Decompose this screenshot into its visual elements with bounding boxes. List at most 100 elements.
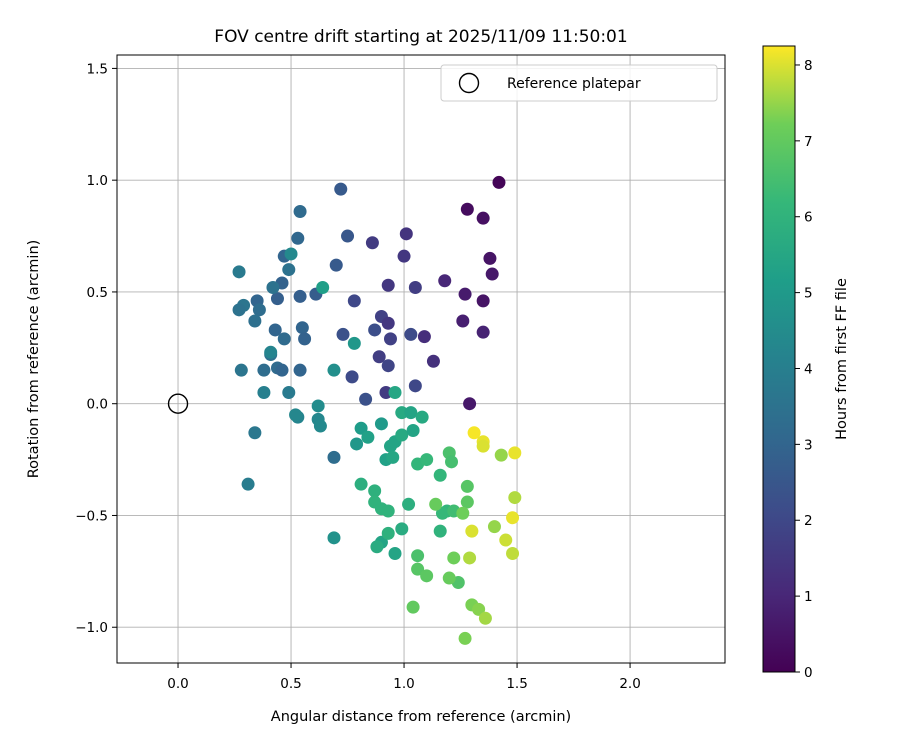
data-point [456, 314, 470, 328]
y-tick-label: 0.0 [87, 397, 108, 413]
data-point [264, 345, 278, 359]
colorbar-gradient [762, 45, 796, 673]
y-axis-ticks: −1.0 −0.5 0.0 0.5 1.0 1.5 [75, 61, 117, 636]
data-point [420, 453, 434, 467]
data-point [395, 406, 409, 420]
data-point [241, 477, 255, 491]
data-point [345, 370, 359, 384]
data-point [383, 332, 397, 346]
data-point [395, 428, 409, 442]
plot-frame [116, 54, 726, 664]
data-point [370, 540, 384, 554]
data-point [257, 363, 271, 377]
data-point [381, 504, 395, 518]
data-point [347, 336, 361, 350]
data-point [456, 506, 470, 520]
data-point [381, 316, 395, 330]
data-point [388, 386, 402, 400]
data-point [445, 455, 459, 469]
data-point [429, 497, 443, 511]
data-point [395, 522, 409, 536]
data-point [472, 602, 486, 616]
data-point [327, 450, 341, 464]
data-point [293, 204, 307, 218]
data-point [354, 477, 368, 491]
data-point [417, 330, 431, 344]
data-point [270, 292, 284, 306]
data-point [336, 327, 350, 341]
data-point [248, 314, 262, 328]
data-point [327, 363, 341, 377]
data-point [359, 392, 373, 406]
data-point [404, 406, 418, 420]
data-point [313, 419, 327, 433]
data-point [476, 211, 490, 225]
data-point [334, 182, 348, 196]
data-point [415, 410, 429, 424]
data-point [476, 325, 490, 339]
data-point [408, 280, 422, 294]
data-point [365, 236, 379, 250]
data-point [257, 386, 271, 400]
colorbar: 0 1 2 3 4 5 6 7 8 Hours from first FF file [762, 45, 850, 681]
data-point [460, 202, 474, 216]
data-point [460, 479, 474, 493]
data-point [341, 229, 355, 243]
x-axis-label: Angular distance from reference (arcmin) [271, 709, 571, 725]
data-point [463, 551, 477, 565]
colorbar-tick-label: 5 [804, 286, 813, 302]
data-point [284, 247, 298, 261]
x-tick-label: 0.5 [280, 676, 301, 692]
chart-title: FOV centre drift starting at 2025/11/09 … [214, 27, 627, 47]
data-point [252, 303, 266, 317]
y-tick-label: −0.5 [75, 508, 108, 524]
data-point [368, 323, 382, 337]
data-point [248, 426, 262, 440]
data-point [447, 551, 461, 565]
data-point [277, 332, 291, 346]
data-point [381, 359, 395, 373]
data-point [463, 397, 477, 411]
data-point [372, 350, 386, 364]
data-point [327, 531, 341, 545]
data-point [408, 379, 422, 393]
data-point [506, 546, 520, 560]
data-point [350, 437, 364, 451]
data-point [476, 294, 490, 308]
data-point [458, 287, 472, 301]
data-point [291, 231, 305, 245]
data-point [316, 280, 330, 294]
data-point [282, 263, 296, 277]
y-tick-label: 0.5 [87, 285, 108, 301]
data-point [232, 265, 246, 279]
data-point [282, 386, 296, 400]
data-point [492, 175, 506, 189]
legend-marker [458, 72, 480, 94]
data-point [483, 251, 497, 265]
data-point [406, 424, 420, 438]
y-tick-label: −1.0 [75, 620, 108, 636]
colorbar-tick-label: 7 [804, 134, 813, 150]
data-point [381, 526, 395, 540]
data-point [435, 506, 449, 520]
data-point [458, 631, 472, 645]
data-point [406, 600, 420, 614]
colorbar-tick-label: 0 [804, 665, 813, 681]
data-point [329, 258, 343, 272]
data-point [295, 321, 309, 335]
data-point [485, 267, 499, 281]
y-tick-label: 1.0 [87, 173, 108, 189]
data-point [311, 399, 325, 413]
data-point [275, 363, 289, 377]
y-tick-label: 1.5 [87, 61, 108, 77]
data-point [404, 327, 418, 341]
data-point [411, 562, 425, 576]
data-point [268, 323, 282, 337]
data-point [442, 571, 456, 585]
data-points [232, 175, 522, 645]
legend-box [440, 64, 718, 102]
colorbar-tick-label: 8 [804, 58, 813, 74]
data-point [379, 386, 393, 400]
data-point [289, 408, 303, 422]
